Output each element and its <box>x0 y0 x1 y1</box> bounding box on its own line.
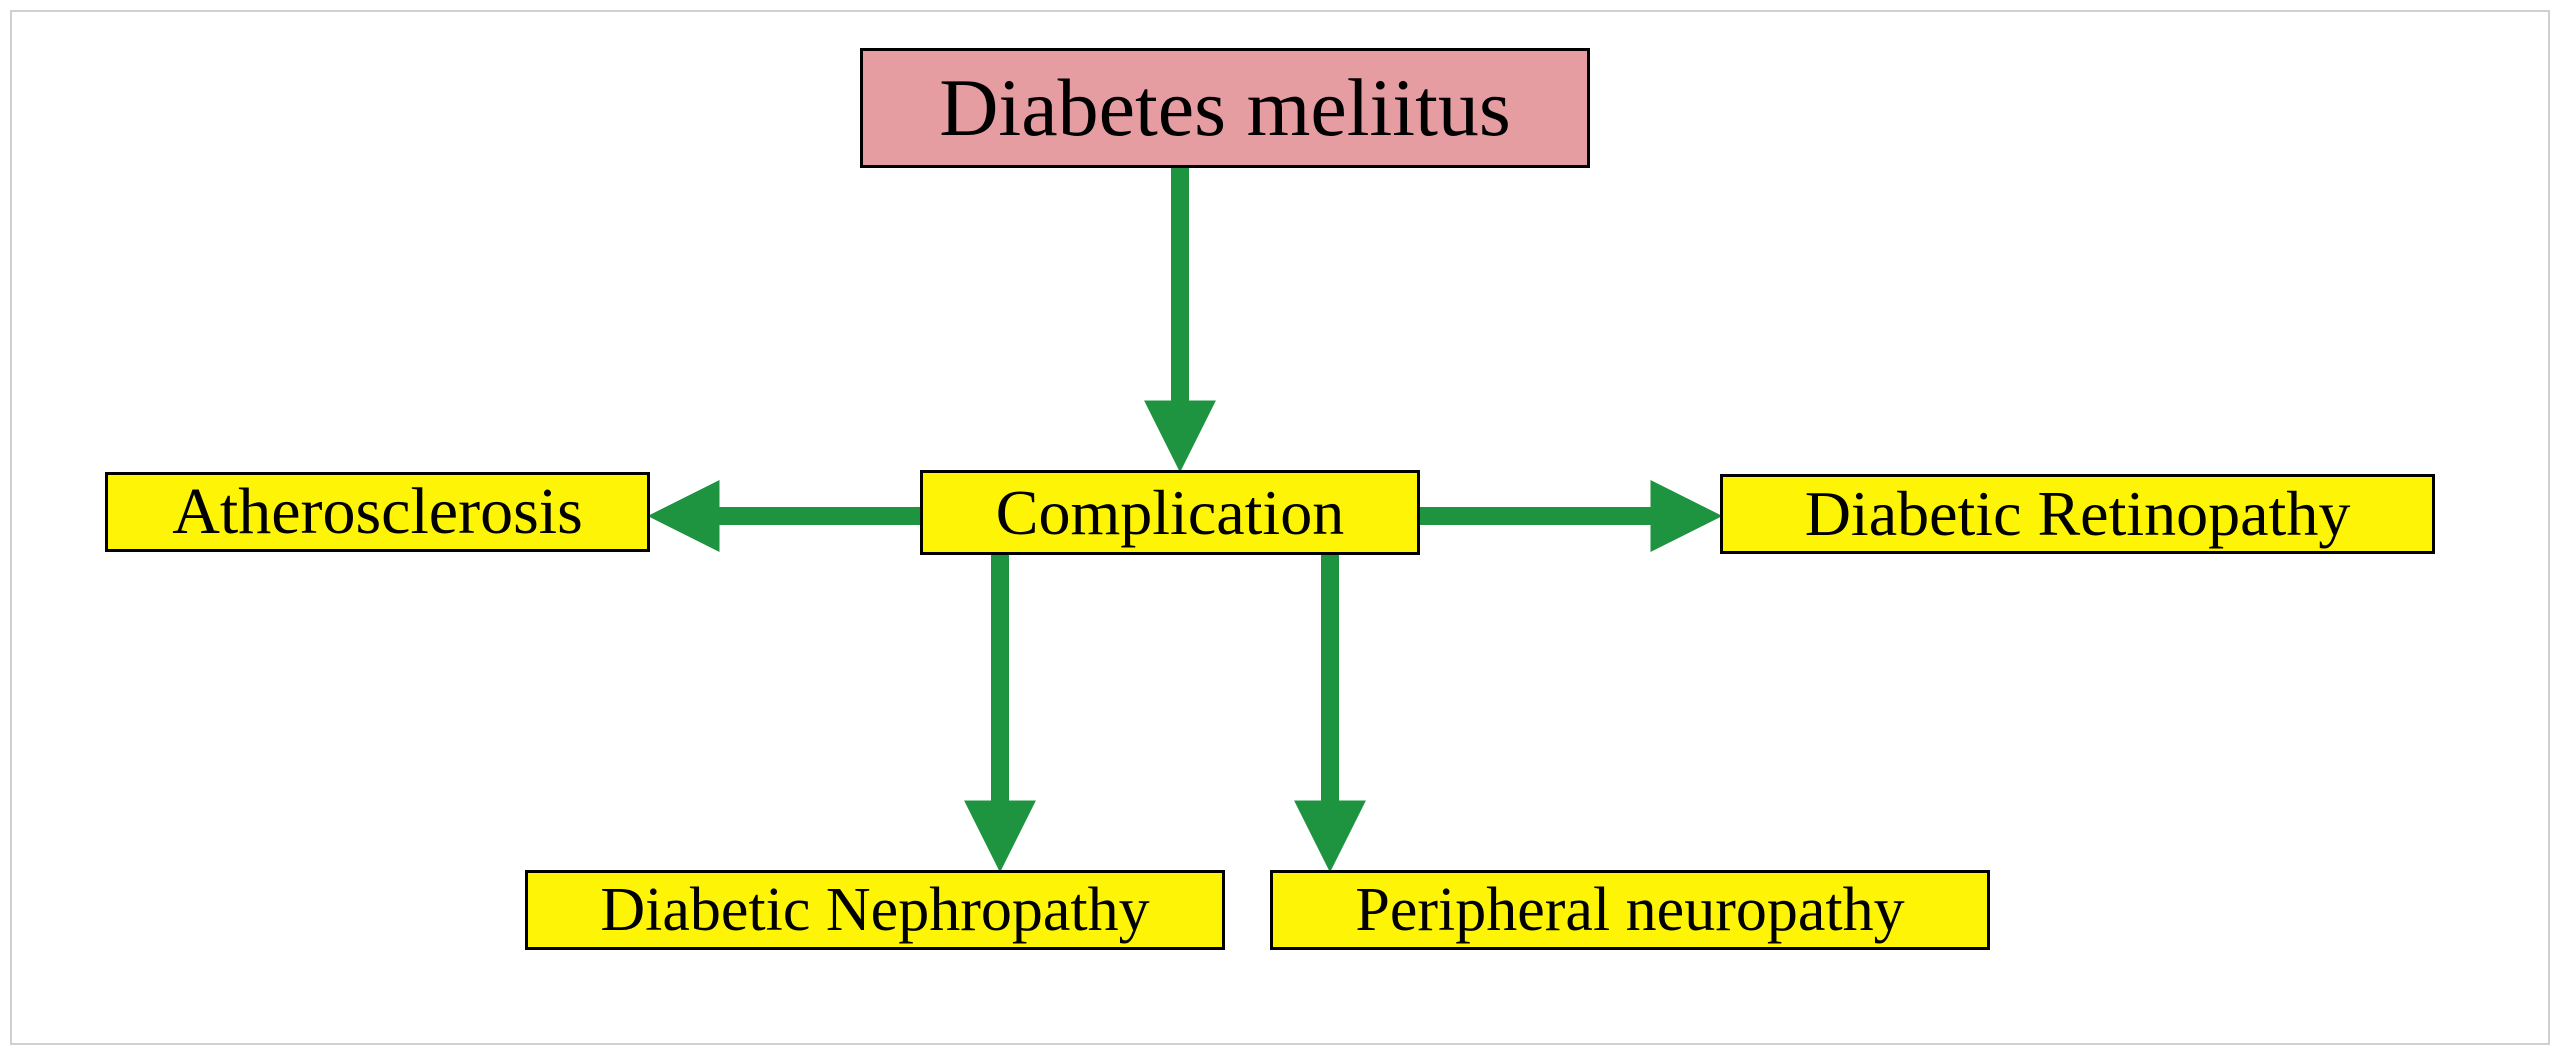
node-complication: Complication <box>920 470 1420 555</box>
node-atherosclerosis: Atherosclerosis <box>105 472 650 552</box>
node-diabetic-nephropathy: Diabetic Nephropathy <box>525 870 1225 950</box>
node-label: Atherosclerosis <box>172 474 583 550</box>
node-label: Diabetes meliitus <box>939 61 1511 155</box>
node-peripheral-neuropathy: Peripheral neuropathy <box>1270 870 1990 950</box>
node-label: Peripheral neuropathy <box>1355 875 1904 946</box>
node-label: Diabetic Nephropathy <box>600 875 1149 946</box>
node-label: Complication <box>996 476 1344 550</box>
node-diabetes-mellitus: Diabetes meliitus <box>860 48 1590 168</box>
node-diabetic-retinopathy: Diabetic Retinopathy <box>1720 474 2435 554</box>
node-label: Diabetic Retinopathy <box>1805 477 2351 551</box>
